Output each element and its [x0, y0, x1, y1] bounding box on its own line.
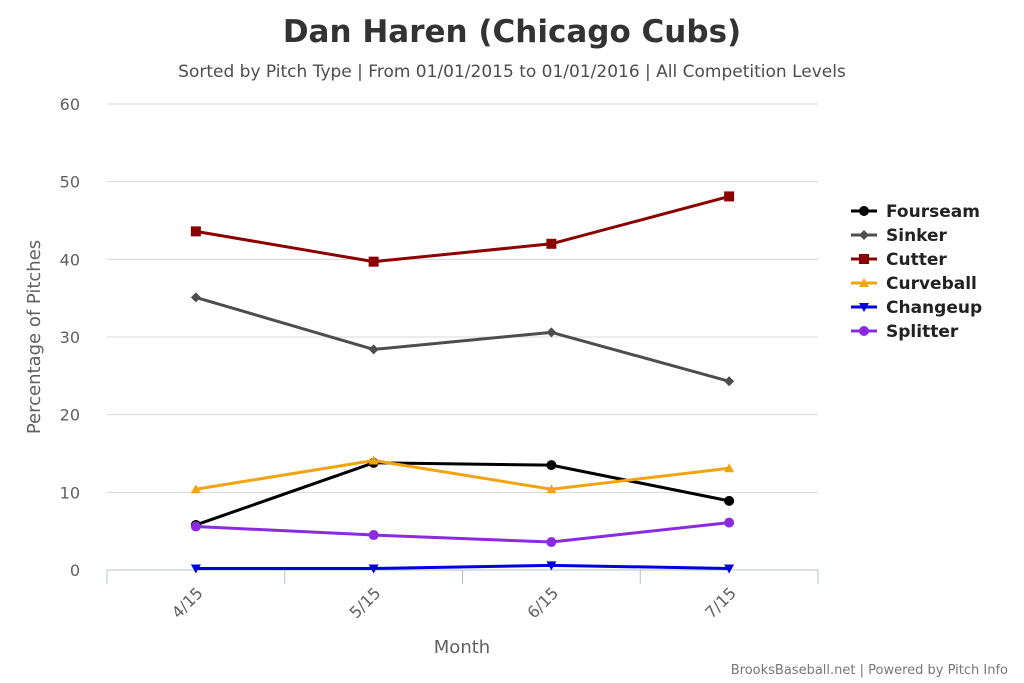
series-layer [190, 191, 735, 574]
y-axis-title: Percentage of Pitches [24, 240, 45, 434]
y-tick-label: 50 [60, 173, 80, 192]
data-point [859, 254, 869, 264]
data-point [190, 484, 201, 494]
data-point [859, 230, 869, 240]
data-point [859, 206, 869, 216]
data-point [190, 564, 201, 574]
series-line [195, 295, 730, 383]
legend-label: Curveball [886, 274, 977, 294]
series-line [195, 461, 730, 527]
series-line [195, 458, 730, 491]
data-point [368, 455, 379, 465]
data-point [368, 344, 379, 355]
series-sinker [190, 292, 735, 387]
chart-subtitle: Sorted by Pitch Type | From 01/01/2015 t… [178, 62, 846, 82]
data-point [368, 530, 379, 541]
legend-item-changeup: Changeup [851, 298, 982, 318]
data-point [546, 327, 557, 338]
x-tick-label: 6/15 [523, 583, 562, 622]
y-tick-label: 60 [60, 95, 80, 114]
data-point [724, 517, 735, 528]
data-point [724, 564, 735, 574]
data-point [546, 561, 557, 571]
x-tick-label: 5/15 [346, 583, 385, 622]
series-splitter [190, 517, 735, 548]
series-changeup [190, 561, 735, 574]
x-axis-title: Month [434, 637, 490, 658]
legend-label: Changeup [886, 298, 982, 318]
data-point [546, 238, 557, 249]
x-tick-label: 7/15 [701, 583, 740, 622]
legend-item-sinker: Sinker [851, 226, 948, 246]
series-fourseam [190, 457, 735, 530]
legend: Fourseam Sinker Cutter Curveball Changeup Spl… [851, 202, 982, 342]
data-point [190, 226, 201, 237]
y-tick-label: 40 [60, 250, 80, 269]
legend-item-curveball: Curveball [851, 274, 977, 294]
data-point [724, 191, 735, 202]
y-tick-label: 30 [60, 328, 80, 347]
legend-label: Cutter [886, 250, 947, 270]
data-point [546, 484, 557, 494]
y-tick-label: 10 [60, 483, 80, 502]
series-cutter [190, 191, 735, 267]
series-line [195, 563, 730, 570]
data-point [724, 463, 735, 473]
legend-item-splitter: Splitter [851, 322, 959, 342]
data-point [859, 278, 869, 287]
x-tick-label: 4/15 [168, 583, 207, 622]
x-axis: 4/15 5/15 6/15 7/15 [106, 569, 819, 622]
data-point [859, 326, 869, 336]
data-point [724, 376, 735, 387]
series-curveball [190, 455, 735, 494]
credits-text: BrooksBaseball.net | Powered by Pitch In… [731, 663, 1008, 678]
y-axis-ticks: 0 10 20 30 40 50 60 [60, 95, 80, 580]
data-point [859, 303, 869, 312]
gridlines [107, 103, 818, 493]
legend-label: Splitter [886, 322, 959, 342]
series-line [195, 194, 730, 264]
y-tick-label: 0 [70, 561, 80, 580]
data-point [368, 256, 379, 267]
legend-label: Sinker [886, 226, 948, 246]
data-point [724, 495, 735, 506]
series-line [195, 521, 730, 544]
chart-title: Dan Haren (Chicago Cubs) [283, 14, 741, 50]
y-tick-label: 20 [60, 406, 80, 425]
legend-item-cutter: Cutter [851, 250, 947, 270]
legend-label: Fourseam [886, 202, 980, 222]
data-point [190, 521, 201, 532]
legend-item-fourseam: Fourseam [851, 202, 980, 222]
data-point [546, 460, 557, 471]
data-point [546, 537, 557, 548]
data-point [190, 292, 201, 303]
data-point [368, 564, 379, 574]
